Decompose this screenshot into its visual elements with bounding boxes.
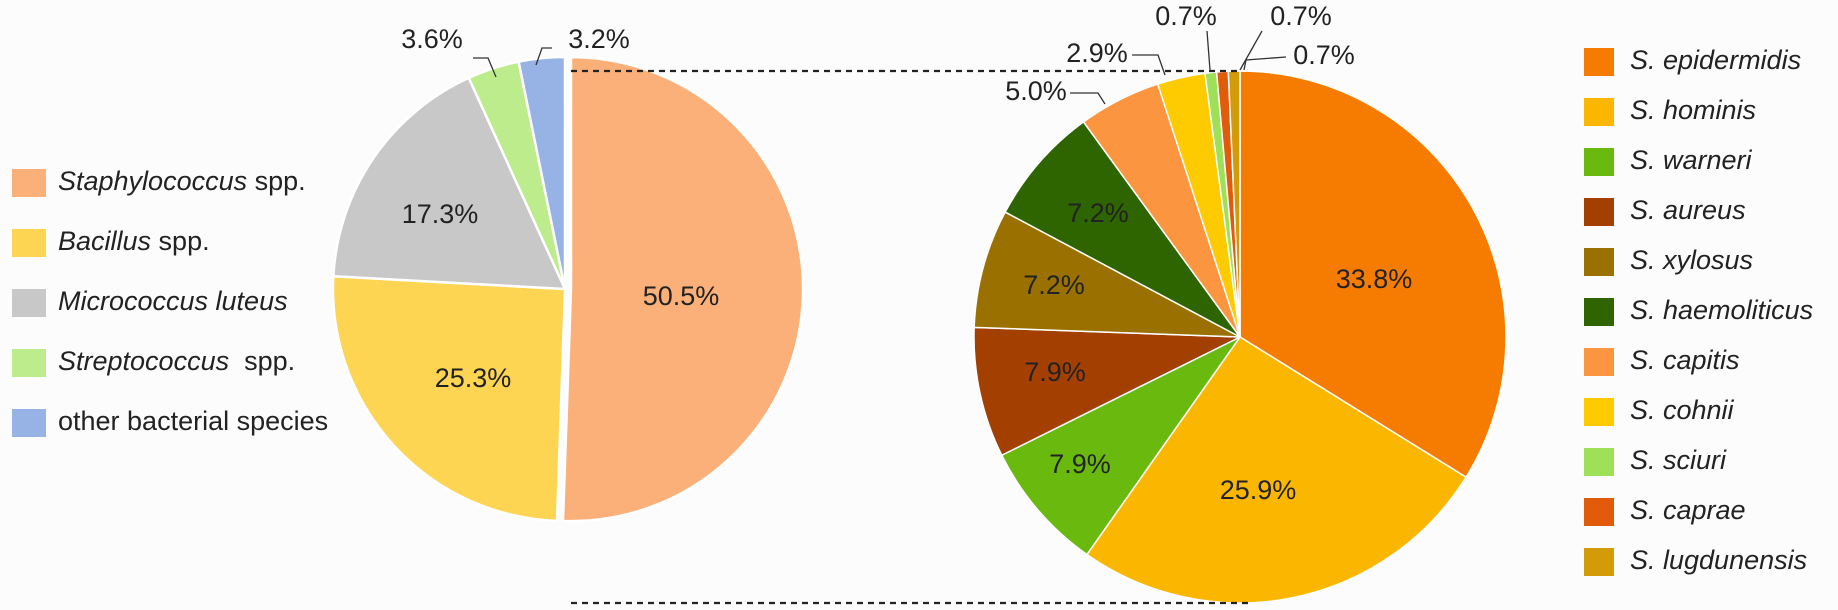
slice-staphylococcus-spp — [561, 55, 805, 523]
leader-line-streptococcus-spp — [473, 57, 497, 78]
legend-swatch-other-bacterial-species — [12, 409, 46, 437]
slice-s-hominis — [1085, 335, 1468, 604]
data-label-other-bacterial-species: 3.2% — [568, 24, 630, 54]
legend-label-s-caprae: S. caprae — [1630, 495, 1746, 525]
data-label-s-cohnii: 2.9% — [1066, 38, 1128, 68]
legend-swatch-s-aureus — [1584, 198, 1614, 226]
leader-line-s-capitis — [1070, 92, 1106, 105]
legend-label-s-cohnii: S. cohnii — [1630, 395, 1735, 425]
legend-swatch-s-haemoliticus — [1584, 298, 1614, 326]
legend-swatch-micrococcus-luteus — [12, 289, 46, 317]
legend-label-s-capitis: S. capitis — [1630, 345, 1740, 375]
leader-line-other-bacterial-species — [535, 47, 552, 66]
legend-label-s-xylosus: S. xylosus — [1630, 245, 1753, 275]
legend-swatch-s-warneri — [1584, 148, 1614, 176]
legend-label-s-lugdunensis: S. lugdunensis — [1630, 545, 1807, 575]
slice-s-aureus — [973, 326, 1241, 457]
legend-swatch-s-hominis — [1584, 98, 1614, 126]
data-label-s-caprae: 0.7% — [1270, 1, 1332, 31]
legend-label-other-bacterial-species: other bacterial species — [58, 406, 328, 436]
data-label-micrococcus-luteus: 17.3% — [402, 199, 479, 229]
leader-line-s-caprae — [1239, 30, 1263, 71]
legend-swatch-streptococcus-spp — [12, 349, 46, 377]
data-label-s-xylosus: 7.2% — [1023, 270, 1085, 300]
legend-label-s-warneri: S. warneri — [1630, 145, 1753, 175]
legend-label-s-aureus: S. aureus — [1630, 195, 1746, 225]
legend-label-s-hominis: S. hominis — [1630, 95, 1756, 125]
legend-swatch-bacillus-spp — [12, 229, 46, 257]
legend-swatch-s-epidermidis — [1584, 48, 1614, 76]
leader-line-s-cohnii — [1132, 54, 1166, 76]
bacterial-genera-legend: Staphylococcus spp. Bacillus spp. Micrococ… — [12, 166, 328, 437]
staphylococcus-species-pie: 33.8% 25.9% 7.9% 7.9% 7.2% 7.2% 5.0% 2.9% 0.7% 0.… — [973, 1, 1507, 604]
leader-line-s-sciuri — [1206, 30, 1211, 71]
legend-swatch-s-lugdunensis — [1584, 548, 1614, 576]
legend-label-bacillus-spp: Bacillus spp. — [58, 226, 210, 256]
legend-label-s-sciuri: S. sciuri — [1630, 445, 1727, 475]
legend-swatch-s-sciuri — [1584, 448, 1614, 476]
data-label-s-epidermidis: 33.8% — [1336, 264, 1413, 294]
leader-line-s-lugdunensis — [1243, 56, 1287, 71]
legend-label-s-epidermidis: S. epidermidis — [1630, 45, 1801, 75]
data-label-s-sciuri: 0.7% — [1155, 1, 1217, 31]
connector-lines — [571, 69, 1248, 605]
legend-label-staphylococcus-spp: Staphylococcus spp. — [58, 166, 306, 196]
data-label-bacillus-spp: 25.3% — [435, 363, 512, 393]
slice-s-xylosus — [973, 211, 1241, 338]
slice-other-bacterial-species — [517, 55, 567, 290]
legend-swatch-s-cohnii — [1584, 398, 1614, 426]
data-label-staphylococcus-spp: 50.5% — [643, 281, 720, 311]
data-label-streptococcus-spp: 3.6% — [401, 24, 463, 54]
data-label-s-aureus: 7.9% — [1024, 357, 1086, 387]
slice-s-warneri — [1000, 336, 1241, 556]
data-label-s-haemoliticus: 7.2% — [1067, 198, 1129, 228]
staphylococcus-species-legend: S. epidermidis S. hominis S. warneri S. aur… — [1584, 45, 1813, 576]
data-label-s-capitis: 5.0% — [1005, 76, 1067, 106]
legend-swatch-s-xylosus — [1584, 248, 1614, 276]
legend-label-micrococcus-luteus: Micrococcus luteus — [58, 286, 288, 316]
slice-s-haemoliticus — [1004, 120, 1241, 338]
data-label-s-warneri: 7.9% — [1049, 449, 1111, 479]
data-label-s-lugdunensis: 0.7% — [1293, 40, 1355, 70]
slice-micrococcus-luteus — [332, 76, 567, 291]
legend-swatch-s-caprae — [1584, 498, 1614, 526]
legend-label-streptococcus-spp: Streptococcus spp. — [58, 346, 295, 376]
legend-swatch-s-capitis — [1584, 348, 1614, 376]
slice-s-epidermidis — [1239, 70, 1507, 479]
legend-swatch-staphylococcus-spp — [12, 169, 46, 197]
legend-label-s-haemoliticus: S. haemoliticus — [1630, 295, 1813, 325]
slice-bacillus-spp — [331, 274, 567, 523]
data-label-s-hominis: 25.9% — [1220, 475, 1297, 505]
bacterial-genera-pie: 50.5% 25.3% 17.3% 3.6% 3.2% — [331, 24, 805, 523]
